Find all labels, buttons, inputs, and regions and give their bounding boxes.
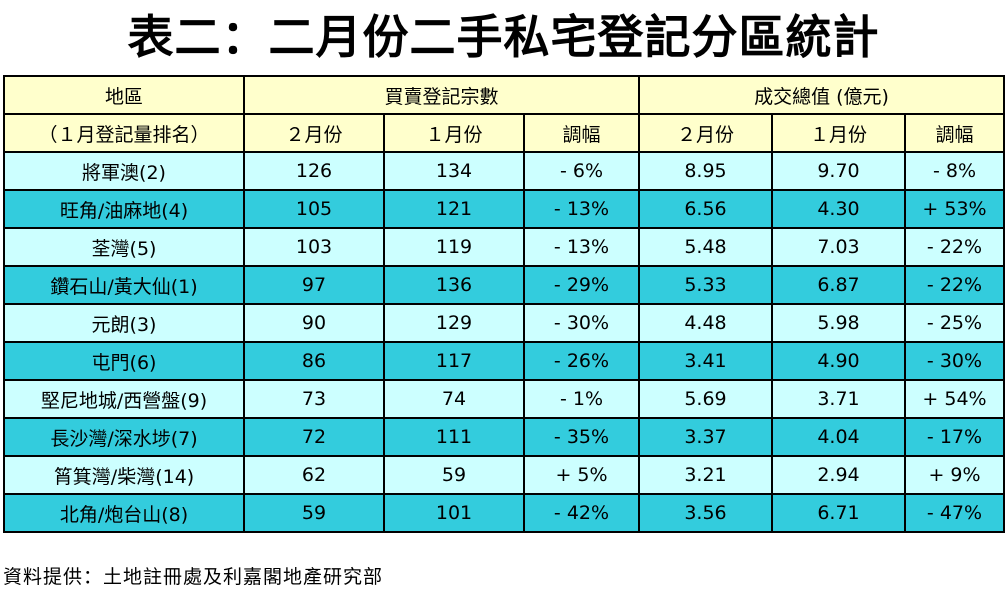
cell-val-change: - 17%: [904, 417, 1005, 457]
cell-tx-jan: 134: [383, 151, 525, 191]
cell-district: 將軍澳(2): [3, 151, 245, 191]
table-row: 將軍澳(2) 126 134- 6% 8.95 9.70- 8%: [3, 151, 1005, 191]
cell-val-feb: 3.56: [638, 493, 773, 533]
cell-district: 旺角/油麻地(4): [3, 189, 245, 229]
cell-val-jan: 4.90: [771, 341, 906, 381]
cell-val-feb: 5.33: [638, 265, 773, 305]
cell-val-feb: 6.56: [638, 189, 773, 229]
cell-val-feb: 5.69: [638, 379, 773, 419]
cell-val-jan: 3.71: [771, 379, 906, 419]
header-tx-feb: ２月份: [243, 113, 385, 153]
cell-tx-feb: 126: [243, 151, 385, 191]
cell-tx-change: + 5%: [523, 455, 640, 495]
cell-tx-feb: 72: [243, 417, 385, 457]
cell-val-change: - 47%: [904, 493, 1005, 533]
cell-tx-change: - 13%: [523, 227, 640, 267]
cell-tx-jan: 119: [383, 227, 525, 267]
header-val-feb: ２月份: [638, 113, 773, 153]
cell-val-jan: 7.03: [771, 227, 906, 267]
cell-district: 屯門(6): [3, 341, 245, 381]
cell-district: 北角/炮台山(8): [3, 493, 245, 533]
table-row: 旺角/油麻地(4) 105 121- 13% 6.56 4.30 + 53%: [3, 189, 1005, 229]
cell-district: 筲箕灣/柴灣(14): [3, 455, 245, 495]
cell-val-change: - 8%: [904, 151, 1005, 191]
cell-tx-jan: 129: [383, 303, 525, 343]
header-transactions: 買賣登記宗數: [243, 75, 640, 115]
cell-val-change: - 25%: [904, 303, 1005, 343]
cell-tx-feb: 62: [243, 455, 385, 495]
table-row: 荃灣(5) 103 119- 13% 5.48 7.03- 22%: [3, 227, 1005, 267]
cell-district: 元朗(3): [3, 303, 245, 343]
cell-district: 鑽石山/黃大仙(1): [3, 265, 245, 305]
cell-district: 長沙灣/深水埗(7): [3, 417, 245, 457]
cell-val-change: + 54%: [904, 379, 1005, 419]
cell-val-change: - 22%: [904, 265, 1005, 305]
cell-tx-change: - 26%: [523, 341, 640, 381]
table-row: 堅尼地城/西營盤(9) 73 74- 1% 5.69 3.71 + 54%: [3, 379, 1005, 419]
cell-val-jan: 4.04: [771, 417, 906, 457]
cell-tx-feb: 73: [243, 379, 385, 419]
table-body: 地區 買賣登記宗數 成交總值 (億元) （１月登記量排名） ２月份 １月份 調幅…: [3, 75, 1005, 533]
page-title: 表二：二月份二手私宅登記分區統計: [127, 10, 880, 64]
cell-tx-jan: 111: [383, 417, 525, 457]
district-stats-table: 地區 買賣登記宗數 成交總值 (億元) （１月登記量排名） ２月份 １月份 調幅…: [3, 75, 1005, 533]
header-tx-jan: １月份: [383, 113, 525, 153]
cell-district: 堅尼地城/西營盤(9): [3, 379, 245, 419]
header-district: 地區: [3, 75, 245, 115]
cell-val-feb: 3.21: [638, 455, 773, 495]
cell-tx-change: - 30%: [523, 303, 640, 343]
header-tx-change: 調幅: [523, 113, 640, 153]
header-val-jan: １月份: [771, 113, 906, 153]
table-row: 北角/炮台山(8) 59 101- 42% 3.56 6.71- 47%: [3, 493, 1005, 533]
table-row: 筲箕灣/柴灣(14) 62 59 + 5% 3.21 2.94 + 9%: [3, 455, 1005, 495]
header-row-sub: （１月登記量排名） ２月份 １月份 調幅 ２月份 １月份 調幅: [3, 113, 1005, 153]
cell-val-jan: 9.70: [771, 151, 906, 191]
cell-val-jan: 2.94: [771, 455, 906, 495]
table-row: 屯門(6) 86 117- 26% 3.41 4.90- 30%: [3, 341, 1005, 381]
cell-tx-jan: 101: [383, 493, 525, 533]
header-val-change: 調幅: [904, 113, 1005, 153]
cell-val-feb: 3.41: [638, 341, 773, 381]
cell-district: 荃灣(5): [3, 227, 245, 267]
header-value: 成交總值 (億元): [638, 75, 1005, 115]
cell-tx-feb: 97: [243, 265, 385, 305]
cell-tx-change: - 1%: [523, 379, 640, 419]
cell-tx-feb: 86: [243, 341, 385, 381]
source-note: 資料提供：土地註冊處及利嘉閣地產研究部: [3, 566, 384, 588]
cell-val-change: + 53%: [904, 189, 1005, 229]
cell-tx-change: - 6%: [523, 151, 640, 191]
cell-tx-jan: 59: [383, 455, 525, 495]
cell-val-feb: 5.48: [638, 227, 773, 267]
cell-val-jan: 4.30: [771, 189, 906, 229]
cell-val-jan: 6.87: [771, 265, 906, 305]
table-row: 元朗(3) 90 129- 30% 4.48 5.98- 25%: [3, 303, 1005, 343]
cell-val-feb: 3.37: [638, 417, 773, 457]
cell-tx-feb: 59: [243, 493, 385, 533]
cell-val-feb: 8.95: [638, 151, 773, 191]
header-district-rank: （１月登記量排名）: [3, 113, 245, 153]
cell-tx-feb: 105: [243, 189, 385, 229]
cell-tx-feb: 103: [243, 227, 385, 267]
cell-tx-jan: 74: [383, 379, 525, 419]
cell-val-jan: 6.71: [771, 493, 906, 533]
cell-val-feb: 4.48: [638, 303, 773, 343]
cell-tx-jan: 121: [383, 189, 525, 229]
cell-val-change: + 9%: [904, 455, 1005, 495]
cell-tx-change: - 42%: [523, 493, 640, 533]
cell-tx-change: - 13%: [523, 189, 640, 229]
cell-tx-change: - 35%: [523, 417, 640, 457]
cell-tx-jan: 117: [383, 341, 525, 381]
cell-val-change: - 30%: [904, 341, 1005, 381]
cell-val-change: - 22%: [904, 227, 1005, 267]
table-row: 長沙灣/深水埗(7) 72 111- 35% 3.37 4.04- 17%: [3, 417, 1005, 457]
cell-val-jan: 5.98: [771, 303, 906, 343]
cell-tx-change: - 29%: [523, 265, 640, 305]
table-row: 鑽石山/黃大仙(1) 97 136- 29% 5.33 6.87- 22%: [3, 265, 1005, 305]
header-row-top: 地區 買賣登記宗數 成交總值 (億元): [3, 75, 1005, 115]
cell-tx-feb: 90: [243, 303, 385, 343]
cell-tx-jan: 136: [383, 265, 525, 305]
